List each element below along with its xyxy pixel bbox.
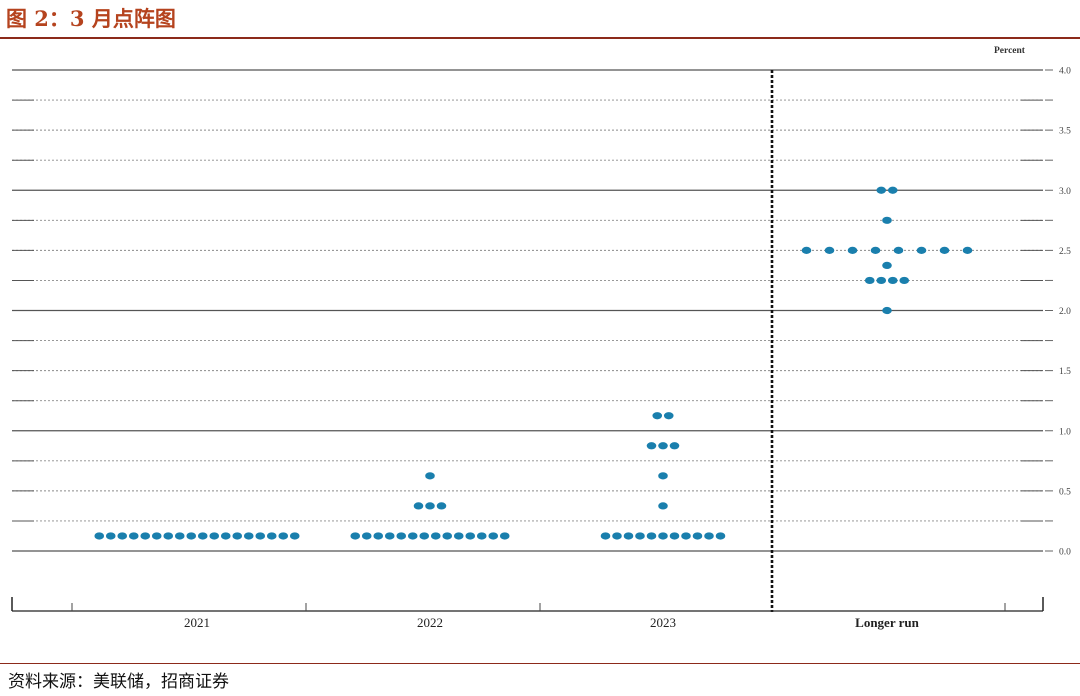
dot-longer-run [916, 246, 927, 254]
dot-longer-run [864, 276, 875, 285]
dot-2023 [600, 532, 611, 540]
axis-layer [11, 69, 1053, 612]
dot-2022 [465, 532, 476, 540]
dot-2021 [117, 532, 128, 540]
dot-2023 [623, 532, 634, 540]
label-layer: 0.0 0.5 1.0 1.5 2.0 2.5 3.0 3.5 4.0 Percent 2021 20… [184, 46, 1071, 630]
dot-2023 [646, 532, 657, 540]
y-tick-label: 0.5 [1059, 487, 1071, 497]
dot-longer-run [876, 276, 887, 285]
dot-2023 [612, 532, 622, 540]
dot-2023 [669, 532, 680, 540]
dot-2022 [488, 532, 499, 540]
dot-2023 [652, 412, 663, 420]
unit-label: Percent [994, 46, 1026, 56]
dot-longer-run [899, 276, 910, 285]
dot-plot-chart: 0.0 0.5 1.0 1.5 2.0 2.5 3.0 3.5 4.0 Percent 2021 20… [11, 46, 1071, 630]
x-category-label: 2023 [650, 615, 676, 630]
dot-2023 [658, 502, 668, 510]
dot-longer-run [887, 276, 898, 285]
dot-2021 [209, 532, 220, 540]
dot-2023 [658, 532, 668, 540]
y-tick-label: 4.0 [1059, 67, 1071, 77]
dot-2023 [692, 532, 703, 540]
dot-2021 [278, 532, 289, 540]
dot-layer [94, 186, 973, 540]
dot-2023 [658, 472, 668, 480]
dot-2022 [361, 532, 372, 540]
dot-2023 [635, 532, 645, 540]
dot-2021 [255, 532, 266, 540]
y-tick-label: 1.0 [1059, 427, 1071, 437]
dot-2022 [350, 532, 361, 540]
dot-longer-run [824, 246, 835, 254]
grid-layer [12, 69, 1043, 552]
dot-2022 [442, 532, 453, 540]
dot-longer-run [801, 246, 812, 254]
dot-2021 [289, 532, 300, 540]
dot-2023 [704, 532, 714, 540]
dot-longer-run [882, 216, 892, 224]
dot-2022 [425, 502, 435, 510]
dot-2023 [669, 442, 680, 450]
dot-2022 [425, 472, 435, 480]
dot-longer-run [962, 246, 973, 254]
dot-longer-run [870, 246, 881, 254]
y-tick-label: 1.5 [1059, 367, 1071, 377]
dot-2021 [105, 532, 116, 540]
dot-2021 [266, 532, 277, 540]
dot-longer-run [847, 246, 858, 254]
title-rule [0, 37, 1080, 39]
x-category-label: Longer run [855, 615, 919, 630]
dot-2021 [220, 532, 231, 540]
dot-2022 [373, 532, 384, 540]
dot-2022 [413, 502, 424, 510]
dot-2022 [396, 532, 407, 540]
dot-2021 [197, 532, 208, 540]
dot-2021 [232, 532, 243, 540]
x-category-label: 2022 [417, 615, 443, 630]
dot-2021 [128, 532, 139, 540]
dot-2023 [715, 532, 726, 540]
dot-2021 [174, 532, 185, 540]
x-category-label: 2021 [184, 615, 210, 630]
dot-2022 [430, 532, 441, 540]
dot-longer-run [887, 186, 898, 194]
dot-longer-run [939, 246, 950, 254]
dot-2022 [476, 532, 487, 540]
dot-2023 [681, 532, 691, 540]
y-tick-label: 3.0 [1059, 187, 1071, 197]
dot-2022 [419, 532, 430, 540]
dot-longer-run [882, 261, 892, 270]
dot-longer-run [882, 306, 892, 315]
y-tick-label: 0.0 [1059, 548, 1071, 558]
figure-title: 图 2：3 月点阵图 [6, 6, 176, 31]
dot-2022 [384, 532, 395, 540]
dot-2022 [436, 502, 447, 510]
source-note: 资料来源：美联储，招商证券 [8, 672, 229, 692]
source-rule [0, 663, 1080, 664]
dot-longer-run [876, 186, 887, 194]
dot-longer-run [893, 246, 904, 254]
dot-2021 [94, 532, 105, 540]
dot-2022 [453, 532, 464, 540]
y-tick-label: 2.0 [1059, 307, 1071, 317]
dot-2023 [663, 412, 674, 420]
y-tick-label: 2.5 [1059, 247, 1071, 257]
dot-2023 [646, 442, 657, 450]
dot-2021 [186, 532, 197, 540]
dot-2022 [499, 532, 510, 540]
dot-2021 [163, 532, 174, 540]
dot-2022 [407, 532, 418, 540]
dot-2023 [658, 442, 668, 450]
dot-2021 [151, 532, 162, 540]
dot-2021 [140, 532, 151, 540]
y-tick-label: 3.5 [1059, 127, 1071, 137]
dot-2021 [243, 532, 254, 540]
